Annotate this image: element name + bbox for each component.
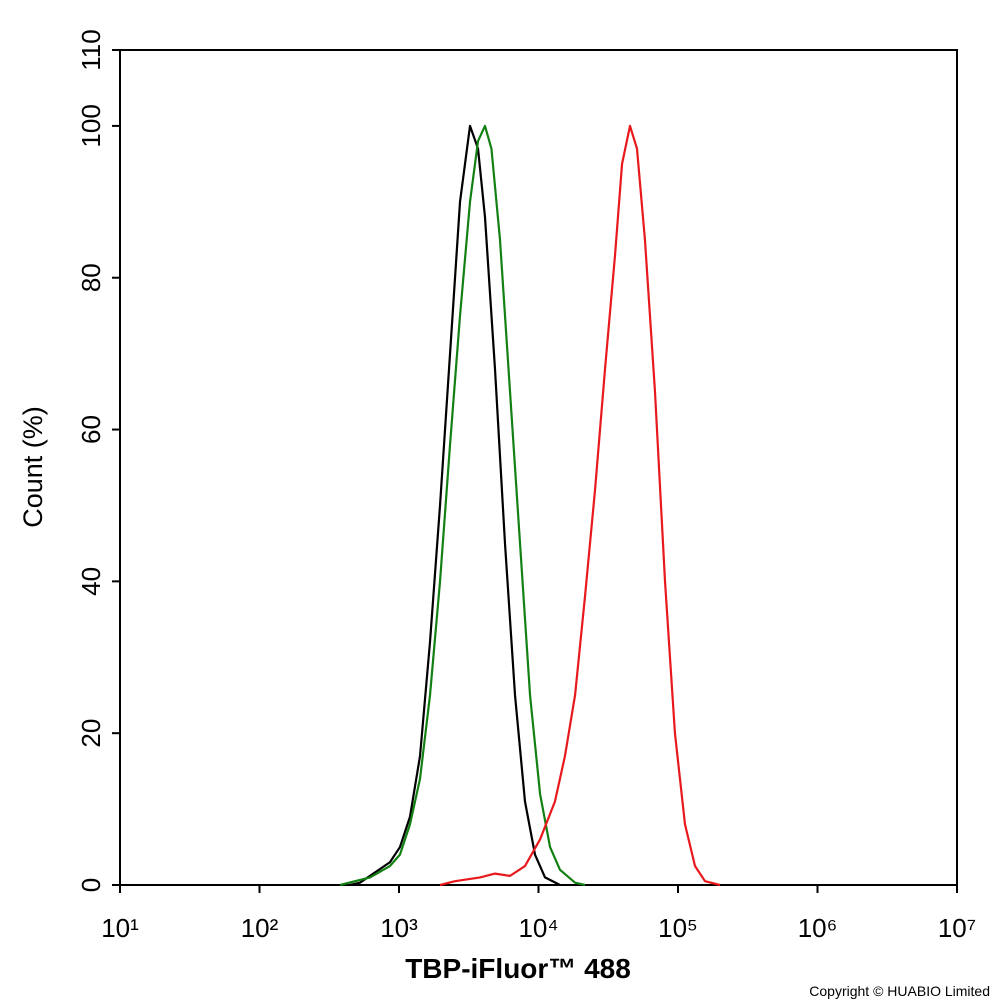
y-axis-label: Count (%) bbox=[18, 406, 48, 528]
histogram-line bbox=[349, 124, 561, 887]
y-tick-label: 110 bbox=[76, 29, 106, 70]
x-tick-label: 10⁷ bbox=[938, 913, 976, 943]
histogram-line bbox=[339, 124, 586, 887]
copyright: Copyright © HUABIO Limited bbox=[809, 983, 990, 999]
x-tick-label: 10⁴ bbox=[518, 913, 558, 943]
x-tick-label: 10² bbox=[241, 913, 279, 943]
y-tick-label: 40 bbox=[76, 567, 106, 596]
y-tick-label: 80 bbox=[76, 263, 106, 292]
plot-frame bbox=[119, 49, 958, 886]
y-tick-label: 20 bbox=[76, 719, 106, 748]
y-tick-label: 100 bbox=[76, 104, 106, 147]
y-tick-label: 60 bbox=[76, 415, 106, 444]
x-tick-label: 10⁶ bbox=[798, 913, 838, 943]
histogram-line bbox=[439, 124, 721, 887]
x-tick-label: 10³ bbox=[380, 913, 418, 943]
x-tick-label: 10⁵ bbox=[658, 913, 698, 943]
x-axis-label: TBP-iFluor™ 488 bbox=[405, 953, 631, 984]
y-tick-label: 0 bbox=[76, 878, 106, 892]
x-tick-label: 10¹ bbox=[101, 913, 139, 943]
